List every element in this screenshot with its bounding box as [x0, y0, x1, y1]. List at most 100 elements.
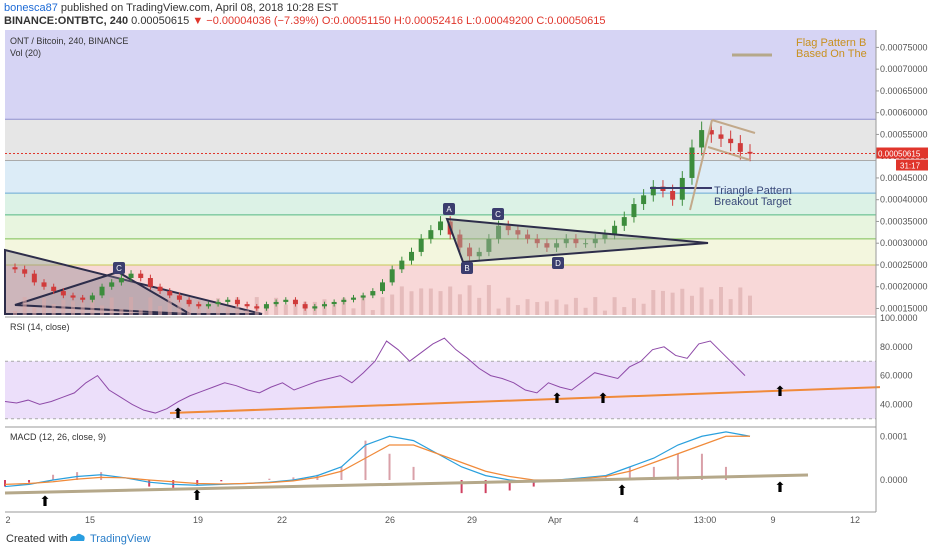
time-axis-tick-label: 12 — [850, 515, 860, 525]
volume-bar — [293, 299, 298, 315]
candle-body — [670, 190, 676, 200]
candle-body — [641, 195, 647, 205]
up-arrow-icon: ⬆ — [551, 390, 563, 406]
volume-bar — [148, 297, 153, 315]
price-axis-tick-label: 0.00075000 — [880, 42, 928, 52]
volume-bar — [332, 304, 337, 315]
candle-body — [109, 282, 115, 287]
volume-bar — [80, 302, 85, 315]
change-value: −0.00004036 (−7.39%) — [206, 15, 319, 27]
volume-bar — [71, 301, 76, 315]
candle-body — [118, 278, 124, 283]
volume-bar — [428, 288, 433, 315]
candle-body — [438, 221, 444, 231]
volume-bar — [351, 308, 356, 315]
candle-body — [621, 217, 627, 226]
candle-body — [747, 151, 753, 154]
chart-canvas[interactable]: 0.00075000 0.00070000 0.00065000 0.00060000… — [0, 0, 932, 528]
volume-bar — [612, 297, 617, 315]
fib-band-2 — [5, 160, 876, 194]
candle-body — [60, 291, 66, 296]
fib-band-0 — [5, 30, 876, 120]
rsi-axis-tick-label: 40.0000 — [880, 399, 913, 409]
candle-body — [225, 299, 231, 302]
candle-body — [428, 230, 434, 239]
candle-body — [147, 278, 153, 287]
candle-body — [380, 282, 385, 292]
candle-body — [292, 299, 298, 305]
volume-bar — [738, 287, 743, 315]
tradingview-logo-icon[interactable] — [68, 531, 86, 545]
volume-bar — [718, 287, 723, 315]
candle-body — [283, 299, 289, 302]
macd-legend: MACD (12, 26, close, 9) — [10, 432, 106, 442]
time-axis-tick-label: 22 — [277, 515, 287, 525]
pattern-point-badge — [443, 203, 455, 215]
up-arrow-icon: ⬆ — [597, 390, 609, 406]
volume-bar — [544, 301, 549, 315]
pattern-point-badge — [492, 208, 504, 220]
pattern-point-label: D — [555, 259, 561, 268]
up-arrow-icon: ⬆ — [774, 383, 786, 399]
time-axis-tick-label: 13:00 — [694, 515, 717, 525]
ohlc-values: O:0.00051150 H:0.00052416 L:0.00049200 C… — [321, 15, 606, 27]
volume-bar — [477, 297, 482, 315]
price-axis-tick-label: 0.00065000 — [880, 86, 928, 96]
volume-bar — [670, 292, 675, 315]
countdown-badge — [896, 159, 928, 171]
volume-bar — [496, 308, 501, 315]
fib-band-1 — [5, 119, 876, 161]
time-axis-tick-label: 4 — [633, 515, 638, 525]
volume-bar — [506, 297, 511, 315]
volume-bar — [399, 286, 404, 315]
up-arrow-icon: ⬆ — [172, 405, 184, 421]
price-axis-tick-label: 0.00060000 — [880, 108, 928, 118]
candle-body — [360, 295, 366, 298]
pattern-point-badge — [461, 262, 473, 274]
candle-body — [689, 147, 695, 178]
volume-bar — [438, 291, 443, 315]
volume-bar — [100, 305, 105, 315]
time-axis-tick-label: 2 — [5, 515, 10, 525]
time-axis-tick-label: 15 — [85, 515, 95, 525]
volume-bar — [158, 305, 163, 315]
volume-bar — [264, 307, 269, 315]
candle-body — [31, 273, 37, 283]
volume-bar — [167, 298, 172, 315]
signal-line — [4, 435, 750, 485]
price-axis-tick-label: 0.00025000 — [880, 260, 928, 270]
volume-bar — [699, 287, 704, 315]
triangle-annotation-text: Breakout Target — [714, 196, 791, 208]
volume-bar — [129, 297, 134, 315]
volume-bar — [32, 307, 37, 315]
volume-bar — [51, 304, 56, 315]
tradingview-brand[interactable]: TradingView — [90, 533, 151, 545]
volume-bar — [602, 310, 607, 315]
chart-header: bonesca87 published on TradingView.com, … — [0, 0, 932, 28]
price-axis-tick-label: 0.00020000 — [880, 282, 928, 292]
volume-bar — [515, 305, 520, 315]
candle-body — [263, 304, 269, 309]
rsi-legend: RSI (14, close) — [10, 322, 70, 332]
publish-info: bonesca87 published on TradingView.com, … — [4, 2, 338, 14]
candle-body — [157, 286, 163, 292]
rsi-trendline — [169, 386, 881, 415]
candle-body — [167, 291, 173, 296]
last-price: 0.00050615 — [131, 15, 190, 27]
author-link[interactable]: bonesca87 — [4, 2, 58, 14]
candle-body — [80, 297, 86, 300]
candle-body — [99, 286, 105, 296]
candle-body — [631, 204, 637, 218]
candle-body — [234, 299, 240, 305]
triangle-pattern — [445, 217, 709, 264]
candle-body — [215, 301, 221, 305]
volume-bar — [622, 307, 627, 315]
volume-bar — [61, 299, 66, 315]
volume-bar — [525, 299, 530, 315]
candle-body — [708, 130, 714, 135]
pattern-point-label: B — [464, 264, 469, 273]
time-axis-tick-label: 29 — [467, 515, 477, 525]
candle-body — [418, 238, 424, 252]
volume-bar — [457, 294, 462, 315]
pattern-point-label: C — [495, 210, 501, 219]
